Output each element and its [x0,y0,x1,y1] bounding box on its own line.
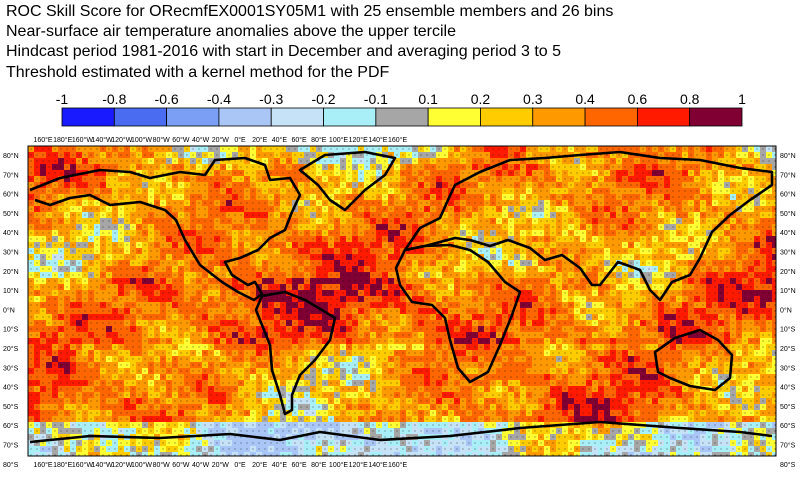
colorbar-label: 0.2 [471,91,491,107]
title-line-1: ROC Skill Score for ORecmfEX0001SY05M1 w… [6,3,614,20]
title-line-2: Near-surface air temperature anomalies a… [6,23,457,40]
colorbar-label: 0.6 [628,91,648,107]
colorbar-label: 0.8 [680,91,700,107]
colorbar: -1 -0.8 -0.6 -0.4 -0.3 -0.2 -0.1 0.1 0.2 0.3 0.4 0.… [56,91,746,127]
title-line-4: Threshold estimated with a kernel method… [6,64,390,81]
colorbar-label: -0.2 [311,91,335,107]
colorbar-label: -0.4 [207,91,231,107]
colorbar-label: -0.6 [155,91,179,107]
colorbar-label: 0.1 [418,91,438,107]
title-line-3: Hindcast period 1981-2016 with start in … [6,43,561,60]
colorbar-swatch [689,107,743,127]
colorbar-label: -1 [56,91,69,107]
colorbar-label: 1 [738,91,746,107]
colorbar-label: -0.3 [259,91,283,107]
colorbar-label: -0.8 [102,91,126,107]
colorbar-label: 0.4 [575,91,595,107]
colorbar-label: -0.1 [364,91,388,107]
colorbar-label: 0.3 [523,91,543,107]
